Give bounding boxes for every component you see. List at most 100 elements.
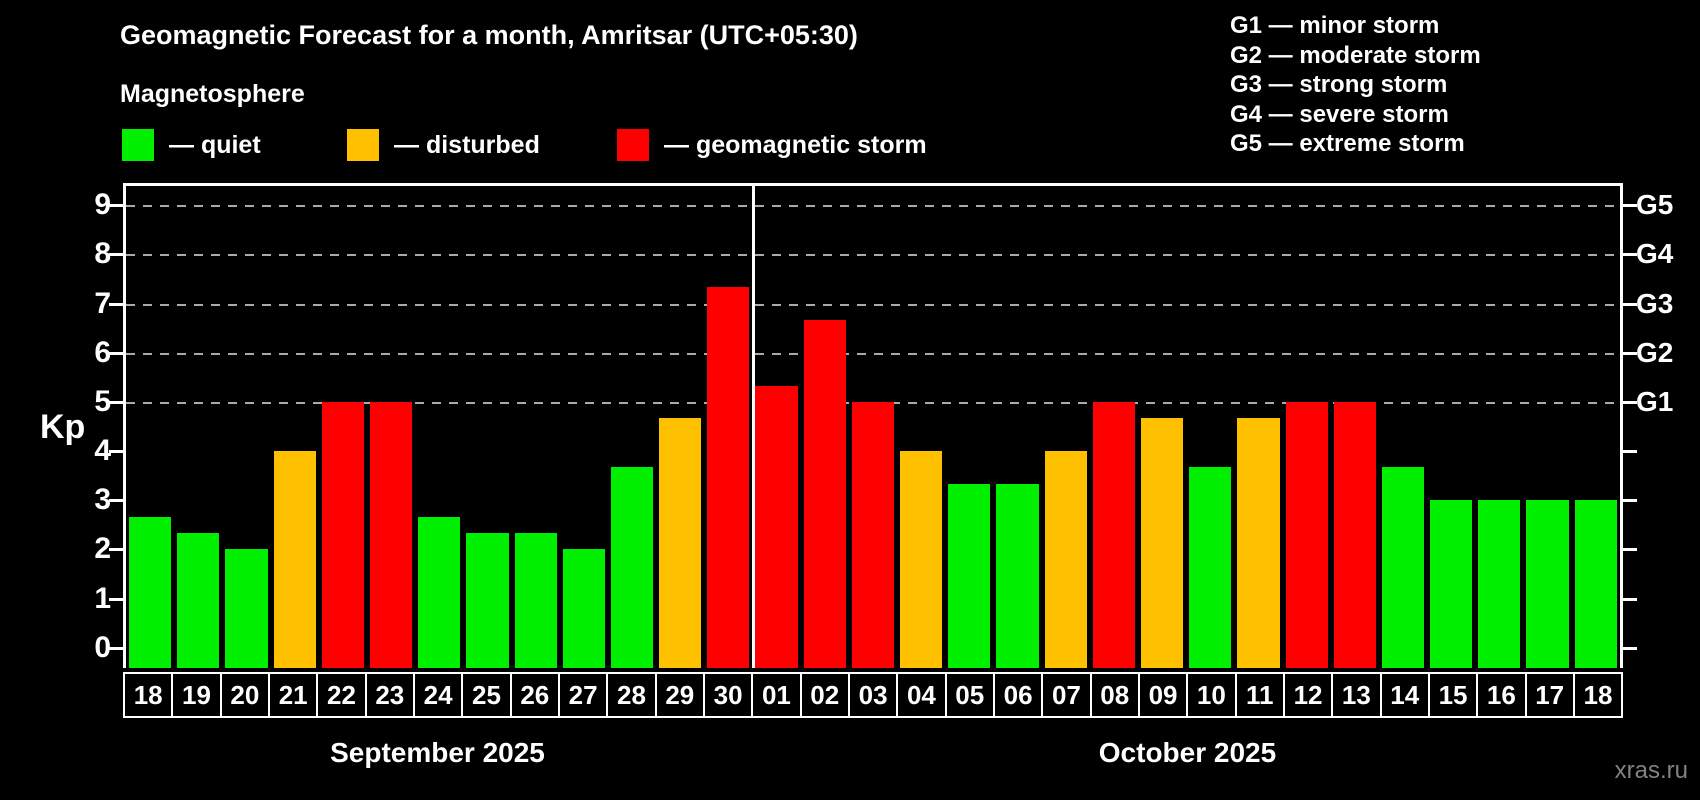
day-label-cell: 13 xyxy=(1331,672,1382,718)
day-label-cell: 03 xyxy=(847,672,899,718)
kp-bar xyxy=(1092,401,1135,668)
kp-bar xyxy=(1044,451,1087,668)
y-axis-label: 8 xyxy=(94,237,111,271)
right-axis-tick xyxy=(1623,253,1637,257)
kp-bar xyxy=(610,467,654,668)
bar-column xyxy=(1138,186,1186,668)
g2-legend-line: G2 — moderate storm xyxy=(1230,41,1481,69)
right-axis-tick xyxy=(1623,450,1637,454)
legend-label-quiet: — quiet xyxy=(169,130,261,159)
y-axis-label: 0 xyxy=(94,630,111,664)
g-level-label-g3: G3 xyxy=(1636,287,1674,319)
kp-bar xyxy=(466,533,509,668)
kp-bar xyxy=(755,385,798,668)
day-label-cell: 02 xyxy=(799,672,850,718)
bar-column xyxy=(560,186,608,668)
y-axis-label: 1 xyxy=(94,581,111,615)
left-axis-tick xyxy=(109,400,123,404)
bar-column xyxy=(1186,186,1234,668)
day-label-cell: 22 xyxy=(316,672,367,718)
kp-bar xyxy=(900,451,943,668)
right-axis-tick xyxy=(1623,597,1637,601)
y-axis-label: 7 xyxy=(94,286,111,320)
day-label-cell: 26 xyxy=(509,672,560,718)
y-axis-title: Kp xyxy=(40,408,86,446)
g5-legend-line: G5 — extreme storm xyxy=(1230,130,1465,157)
kp-bar xyxy=(1189,467,1232,668)
kp-bar xyxy=(321,401,364,668)
kp-bar xyxy=(948,484,991,668)
y-axis-label: 9 xyxy=(94,188,111,222)
bar-column xyxy=(271,186,319,668)
day-label-cell: 23 xyxy=(364,672,415,718)
bar-column xyxy=(704,186,752,668)
kp-bar xyxy=(1478,500,1521,668)
bar-column xyxy=(608,186,656,668)
bar-column xyxy=(1379,186,1427,668)
day-label-cell: 25 xyxy=(461,672,512,718)
bar-column xyxy=(174,186,222,668)
day-label-cell: 14 xyxy=(1379,672,1430,718)
month-label-september: September 2025 xyxy=(330,737,545,768)
bar-column xyxy=(1572,186,1620,668)
day-label-cell: 11 xyxy=(1234,672,1285,718)
g-level-label-g4: G4 xyxy=(1636,238,1674,270)
bar-column xyxy=(222,186,270,668)
day-label-cell: 19 xyxy=(171,672,222,718)
left-axis-tick xyxy=(109,351,123,355)
bar-column xyxy=(1523,186,1571,668)
gridline-kp8 xyxy=(126,254,1620,257)
day-label-cell: 16 xyxy=(1476,672,1527,718)
g3-legend-line: G3 — strong storm xyxy=(1230,71,1448,98)
bar-column xyxy=(849,186,897,668)
kp-bar xyxy=(1526,500,1569,668)
day-label-cell: 18 xyxy=(1572,672,1624,718)
day-label-cell: 01 xyxy=(751,672,802,718)
legend-item-quiet: — quiet xyxy=(122,128,261,162)
day-label-cell: 10 xyxy=(1186,672,1237,718)
g-level-label-g1: G1 xyxy=(1636,385,1674,417)
day-label-cell: 12 xyxy=(1282,672,1334,718)
g-level-label-g2: G2 xyxy=(1636,336,1674,368)
bar-column xyxy=(1475,186,1523,668)
right-axis-tick xyxy=(1623,646,1637,650)
day-label-cell: 27 xyxy=(557,672,609,718)
bar-column xyxy=(1042,186,1090,668)
quiet-color-swatch xyxy=(122,129,154,161)
bar-column xyxy=(897,186,945,668)
bar-column xyxy=(463,186,511,668)
bar-column xyxy=(512,186,560,668)
day-label-cell: 29 xyxy=(654,672,705,718)
kp-bar xyxy=(369,401,413,668)
right-axis-tick xyxy=(1623,351,1637,355)
y-axis-label: 5 xyxy=(94,384,111,418)
kp-bar xyxy=(1430,500,1473,668)
day-label-strip: 18 19 20 21 22 23 24 25 26 27 28 29 30 01 02 03 04 05 06 07… xyxy=(123,672,1624,718)
kp-bar xyxy=(803,319,846,668)
storm-color-swatch xyxy=(617,129,649,161)
legend-label-storm: — geomagnetic storm xyxy=(664,130,927,159)
left-axis-tick xyxy=(109,302,123,306)
kp-bar xyxy=(996,484,1039,668)
right-axis-tick xyxy=(1623,499,1637,503)
day-label-cell: 04 xyxy=(896,672,947,718)
bar-column xyxy=(1090,186,1138,668)
gridline-kp7 xyxy=(126,303,1620,306)
legend-item-storm: — geomagnetic storm xyxy=(617,128,927,162)
left-axis-tick xyxy=(109,548,123,552)
kp-bar xyxy=(707,287,750,668)
day-label-cell: 05 xyxy=(944,672,995,718)
day-label-cell: 24 xyxy=(412,672,464,718)
g-level-label-g5: G5 xyxy=(1636,189,1674,221)
y-axis-label: 6 xyxy=(94,335,111,369)
kp-bar xyxy=(129,516,172,668)
bar-column xyxy=(801,186,849,668)
kp-bar xyxy=(418,516,461,668)
kp-bar xyxy=(659,418,702,668)
day-label-cell: 21 xyxy=(267,672,319,718)
left-axis-tick xyxy=(109,204,123,208)
g-scale-legend: G1 — minor storm G2 — moderate storm G3 … xyxy=(1230,11,1481,159)
g4-legend-line: G4 — severe storm xyxy=(1230,100,1449,128)
left-axis-tick xyxy=(109,646,123,650)
watermark: xras.ru xyxy=(1614,757,1688,784)
